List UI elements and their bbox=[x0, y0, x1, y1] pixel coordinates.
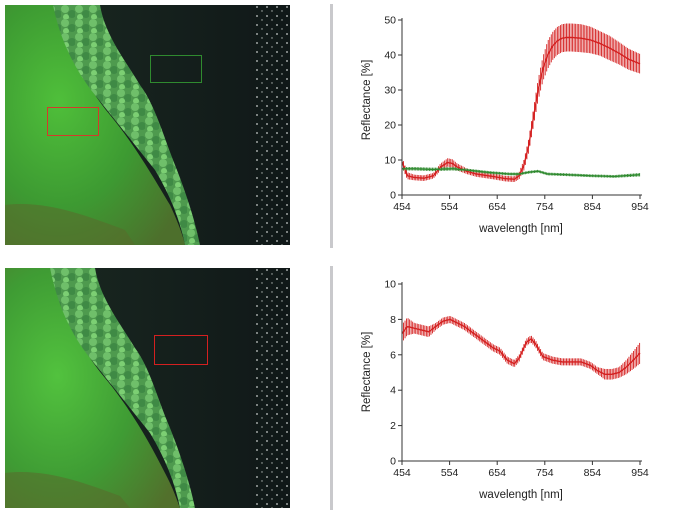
series-line-0 bbox=[401, 36, 641, 181]
aerial-photo-bottom bbox=[5, 268, 290, 508]
x-tick-label: 554 bbox=[441, 201, 459, 213]
y-tick-label: 0 bbox=[390, 456, 396, 468]
y-tick-label: 10 bbox=[384, 279, 396, 291]
x-tick-label: 754 bbox=[536, 467, 554, 479]
x-tick-label: 554 bbox=[441, 467, 459, 479]
x-axis-title: wavelength [nm] bbox=[478, 489, 563, 501]
y-tick-label: 0 bbox=[390, 190, 396, 202]
y-tick-label: 6 bbox=[390, 349, 396, 361]
panel-divider-bottom bbox=[330, 266, 333, 510]
panel-divider-top bbox=[330, 4, 333, 248]
y-tick-label: 30 bbox=[384, 85, 396, 97]
x-tick-label: 954 bbox=[631, 201, 649, 213]
aerial-photo-top bbox=[5, 5, 290, 245]
x-tick-label: 654 bbox=[488, 201, 506, 213]
y-tick-label: 8 bbox=[390, 314, 396, 326]
x-tick-label: 854 bbox=[584, 201, 602, 213]
y-tick-label: 50 bbox=[384, 15, 396, 27]
x-tick-label: 454 bbox=[393, 467, 411, 479]
reflectance-chart-top: 0 10 20 30 40 50 454 554 654 754 854 954 wavelength… bbox=[340, 8, 670, 248]
reflectance-chart-bottom: 0 2 4 6 8 10 454 554 654 754 854 954 wavelength [nm… bbox=[340, 272, 670, 508]
water-region-box bbox=[154, 335, 208, 365]
y-axis-title: Reflectance [%] bbox=[361, 332, 373, 413]
x-tick-label: 654 bbox=[488, 467, 506, 479]
water-region-box bbox=[150, 55, 202, 83]
chart-svg-bottom: 0 2 4 6 8 10 454 554 654 754 854 954 wavelength [nm… bbox=[361, 279, 649, 502]
y-tick-label: 20 bbox=[384, 120, 396, 132]
y-tick-label: 2 bbox=[390, 420, 396, 432]
x-tick-label: 754 bbox=[536, 201, 554, 213]
y-tick-label: 4 bbox=[390, 385, 396, 397]
x-tick-label: 854 bbox=[584, 467, 602, 479]
x-tick-label: 954 bbox=[631, 467, 649, 479]
series-line-0 bbox=[401, 318, 641, 376]
y-tick-label: 40 bbox=[384, 50, 396, 62]
x-axis-title: wavelength [nm] bbox=[478, 223, 563, 235]
chart-svg-top: 0 10 20 30 40 50 454 554 654 754 854 954 wavelength… bbox=[361, 15, 649, 236]
vegetation-region-box bbox=[47, 107, 99, 136]
x-tick-label: 454 bbox=[393, 201, 411, 213]
series-line-1 bbox=[402, 168, 641, 178]
y-axis-title: Reflectance [%] bbox=[361, 60, 373, 141]
y-tick-label: 10 bbox=[384, 155, 396, 167]
